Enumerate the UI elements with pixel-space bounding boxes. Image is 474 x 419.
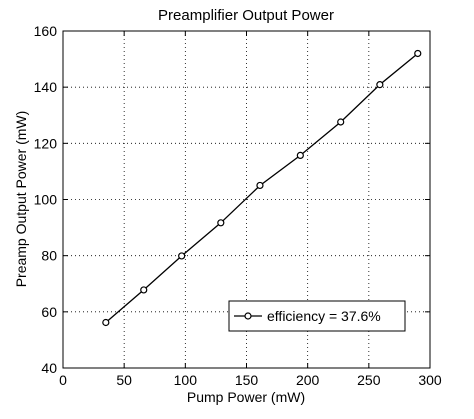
chart-title: Preamplifier Output Power	[158, 7, 334, 24]
y-tick-label: 140	[34, 79, 58, 95]
data-point	[256, 181, 264, 190]
y-axis-label: Preamp Output Power (mW)	[13, 111, 29, 288]
x-tick-label: 300	[418, 372, 442, 388]
series-layer	[102, 49, 422, 327]
tick-layer: 0 50 100 150 200 250 300 40 60 80 100 120 140 160	[34, 23, 442, 388]
y-tick-label: 100	[34, 192, 58, 208]
data-point	[376, 81, 384, 89]
y-tick-label: 40	[41, 360, 57, 376]
legend: efficiency = 37.6%	[228, 300, 406, 332]
y-tick-label: 120	[34, 135, 58, 151]
x-tick-label: 150	[235, 372, 259, 388]
legend-entry-label: efficiency = 37.6%	[267, 308, 381, 324]
data-point	[337, 118, 345, 126]
data-point	[217, 219, 225, 227]
y-tick-label: 80	[41, 248, 57, 264]
x-tick-label: 250	[357, 372, 381, 388]
x-tick-label: 200	[296, 372, 320, 388]
data-point	[414, 49, 422, 58]
y-tick-label: 60	[41, 304, 57, 320]
x-tick-label: 100	[174, 372, 198, 388]
data-point	[102, 318, 110, 327]
legend-box	[228, 300, 406, 332]
data-point	[296, 151, 304, 160]
y-tick-label: 160	[34, 23, 58, 39]
data-point	[178, 252, 186, 260]
x-axis-label: Pump Power (mW)	[187, 389, 305, 405]
data-point	[140, 286, 148, 294]
legend-marker-sample	[244, 312, 252, 320]
x-tick-label: 50	[116, 372, 132, 388]
x-tick-label: 0	[59, 372, 67, 388]
